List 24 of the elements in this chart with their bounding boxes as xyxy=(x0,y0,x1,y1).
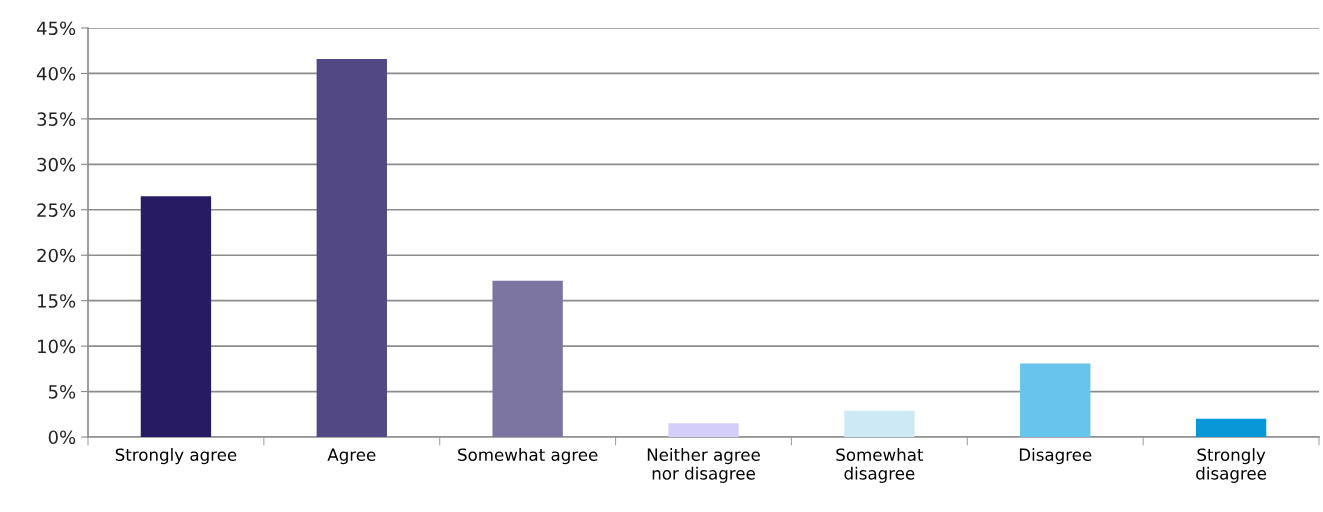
x-tick-label: Neither agree nor disagree xyxy=(647,448,760,483)
x-tick-label: Agree xyxy=(327,448,376,465)
bar xyxy=(316,58,387,437)
bar xyxy=(668,423,739,437)
y-tick-label: 10% xyxy=(38,339,76,354)
x-tick-label: Strongly disagree xyxy=(1196,448,1267,483)
bar xyxy=(140,196,212,437)
bar xyxy=(492,280,563,437)
bar xyxy=(1195,418,1267,437)
bar xyxy=(844,410,915,437)
y-tick-label: 20% xyxy=(37,248,76,263)
y-tick-label: 15% xyxy=(38,294,76,308)
y-tick-label: 30% xyxy=(37,157,76,172)
x-tick-label: Somewhat disagree xyxy=(836,448,924,483)
y-tick-label: 0% xyxy=(48,430,76,445)
x-tick-label: Strongly agree xyxy=(115,448,237,465)
x-tick-label: Disagree xyxy=(1019,448,1092,465)
bar xyxy=(1020,363,1091,437)
y-tick-label: 25% xyxy=(37,203,76,217)
y-tick-label: 40% xyxy=(36,66,76,81)
y-tick-label: 35% xyxy=(37,112,76,127)
y-tick-label: 45% xyxy=(36,21,76,36)
y-tick-label: 5% xyxy=(48,385,76,399)
x-tick-label: Somewhat agree xyxy=(458,448,598,465)
